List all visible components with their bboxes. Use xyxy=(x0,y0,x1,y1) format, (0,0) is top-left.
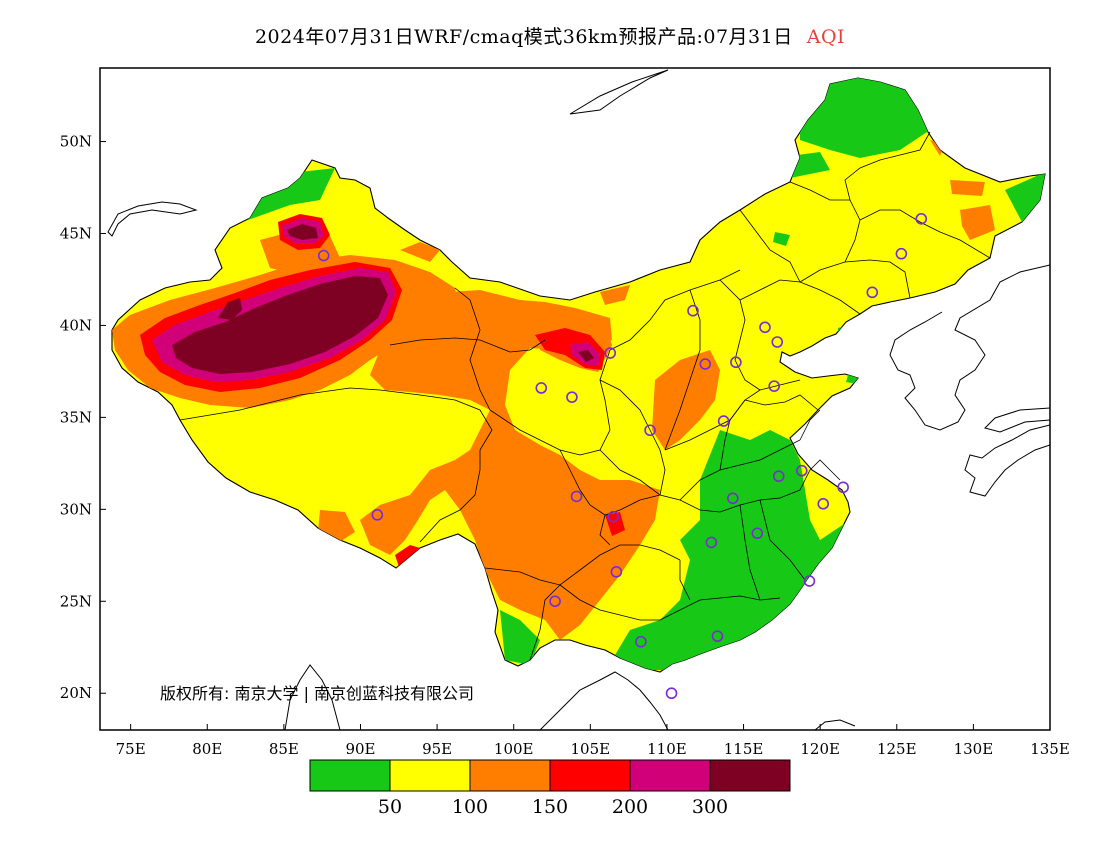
axis-ticks: 75E 80E 85E 90E 95E 100E 105E 110E 115E 120E 125E 1… xyxy=(60,133,1070,758)
site-marker xyxy=(570,490,583,503)
site-marker xyxy=(371,509,384,521)
background-coastlines xyxy=(107,69,1050,730)
x-tick-label: 110E xyxy=(647,740,687,758)
site-marker xyxy=(915,212,928,225)
site-marker xyxy=(817,498,830,510)
x-tick-label: 115E xyxy=(724,740,764,758)
aqi-zone-maroon xyxy=(172,224,594,374)
colorbar-swatch xyxy=(389,759,471,792)
colorbar-label: 100 xyxy=(452,796,488,818)
x-tick-label: 135E xyxy=(1030,740,1070,758)
y-tick-label: 45N xyxy=(60,225,92,243)
y-tick-label: 35N xyxy=(60,408,92,426)
site-marker xyxy=(644,424,656,437)
site-marker xyxy=(317,249,330,262)
map-title: 2024年07月31日WRF/cmaq模式36km预报产品:07月31日 AQI xyxy=(0,22,1100,49)
site-marker xyxy=(751,527,764,540)
site-marker xyxy=(727,492,739,505)
site-marker xyxy=(771,336,784,348)
province-boundaries xyxy=(179,131,991,661)
site-marker xyxy=(717,415,730,427)
x-tick-label: 120E xyxy=(800,740,840,758)
y-tick-label: 25N xyxy=(60,592,92,610)
x-tick-label: 130E xyxy=(954,740,994,758)
site-marker xyxy=(699,358,712,370)
site-marker xyxy=(635,635,647,648)
site-marker xyxy=(604,347,617,359)
site-marker xyxy=(895,247,908,260)
site-marker xyxy=(711,630,724,643)
x-tick-label: 125E xyxy=(877,740,917,758)
site-marker xyxy=(687,304,699,317)
title-variable: AQI xyxy=(806,26,846,48)
colorbar-label: 50 xyxy=(378,796,402,818)
site-marker xyxy=(866,286,879,299)
site-marker xyxy=(566,391,578,403)
colorbar-swatch xyxy=(709,759,791,792)
x-tick-label: 85E xyxy=(269,740,299,758)
y-tick-label: 40N xyxy=(60,316,92,334)
colorbar-swatch xyxy=(629,759,711,792)
site-marker xyxy=(610,566,623,578)
x-tick-label: 75E xyxy=(116,740,146,758)
map-plot-area xyxy=(107,69,1050,730)
colorbar-swatch xyxy=(309,759,391,792)
x-tick-label: 105E xyxy=(571,740,611,758)
site-marker xyxy=(772,470,785,483)
x-tick-label: 90E xyxy=(345,740,375,758)
site-marker xyxy=(730,356,742,369)
site-marker xyxy=(665,687,678,700)
site-marker xyxy=(549,595,561,608)
site-marker xyxy=(837,481,849,494)
x-tick-label: 95E xyxy=(422,740,452,758)
x-tick-label: 80E xyxy=(192,740,222,758)
colorbar-label: 200 xyxy=(612,796,648,818)
site-marker xyxy=(607,510,620,523)
colorbar-swatch xyxy=(469,759,551,792)
colorbar-label: 150 xyxy=(532,796,568,818)
map-frame xyxy=(99,67,1051,731)
copyright-notice: 版权所有: 南京大学 | 南京创蓝科技有限公司 xyxy=(160,684,475,703)
title-main: 2024年07月31日WRF/cmaq模式36km预报产品:07月31日 xyxy=(254,26,793,48)
monitoring-sites xyxy=(317,212,928,700)
site-marker xyxy=(705,536,718,549)
site-marker xyxy=(803,575,816,587)
y-tick-label: 30N xyxy=(60,500,92,518)
site-marker xyxy=(768,380,780,392)
site-marker xyxy=(795,464,808,477)
colorbar-swatch xyxy=(549,759,631,792)
colorbar-label: 300 xyxy=(692,796,728,818)
site-marker xyxy=(759,321,771,334)
aqi-colorbar: 50 100 150 200 300 xyxy=(309,759,791,818)
y-tick-label: 50N xyxy=(60,133,92,151)
y-tick-label: 20N xyxy=(60,684,92,702)
x-tick-label: 100E xyxy=(494,740,534,758)
site-marker xyxy=(535,382,548,394)
